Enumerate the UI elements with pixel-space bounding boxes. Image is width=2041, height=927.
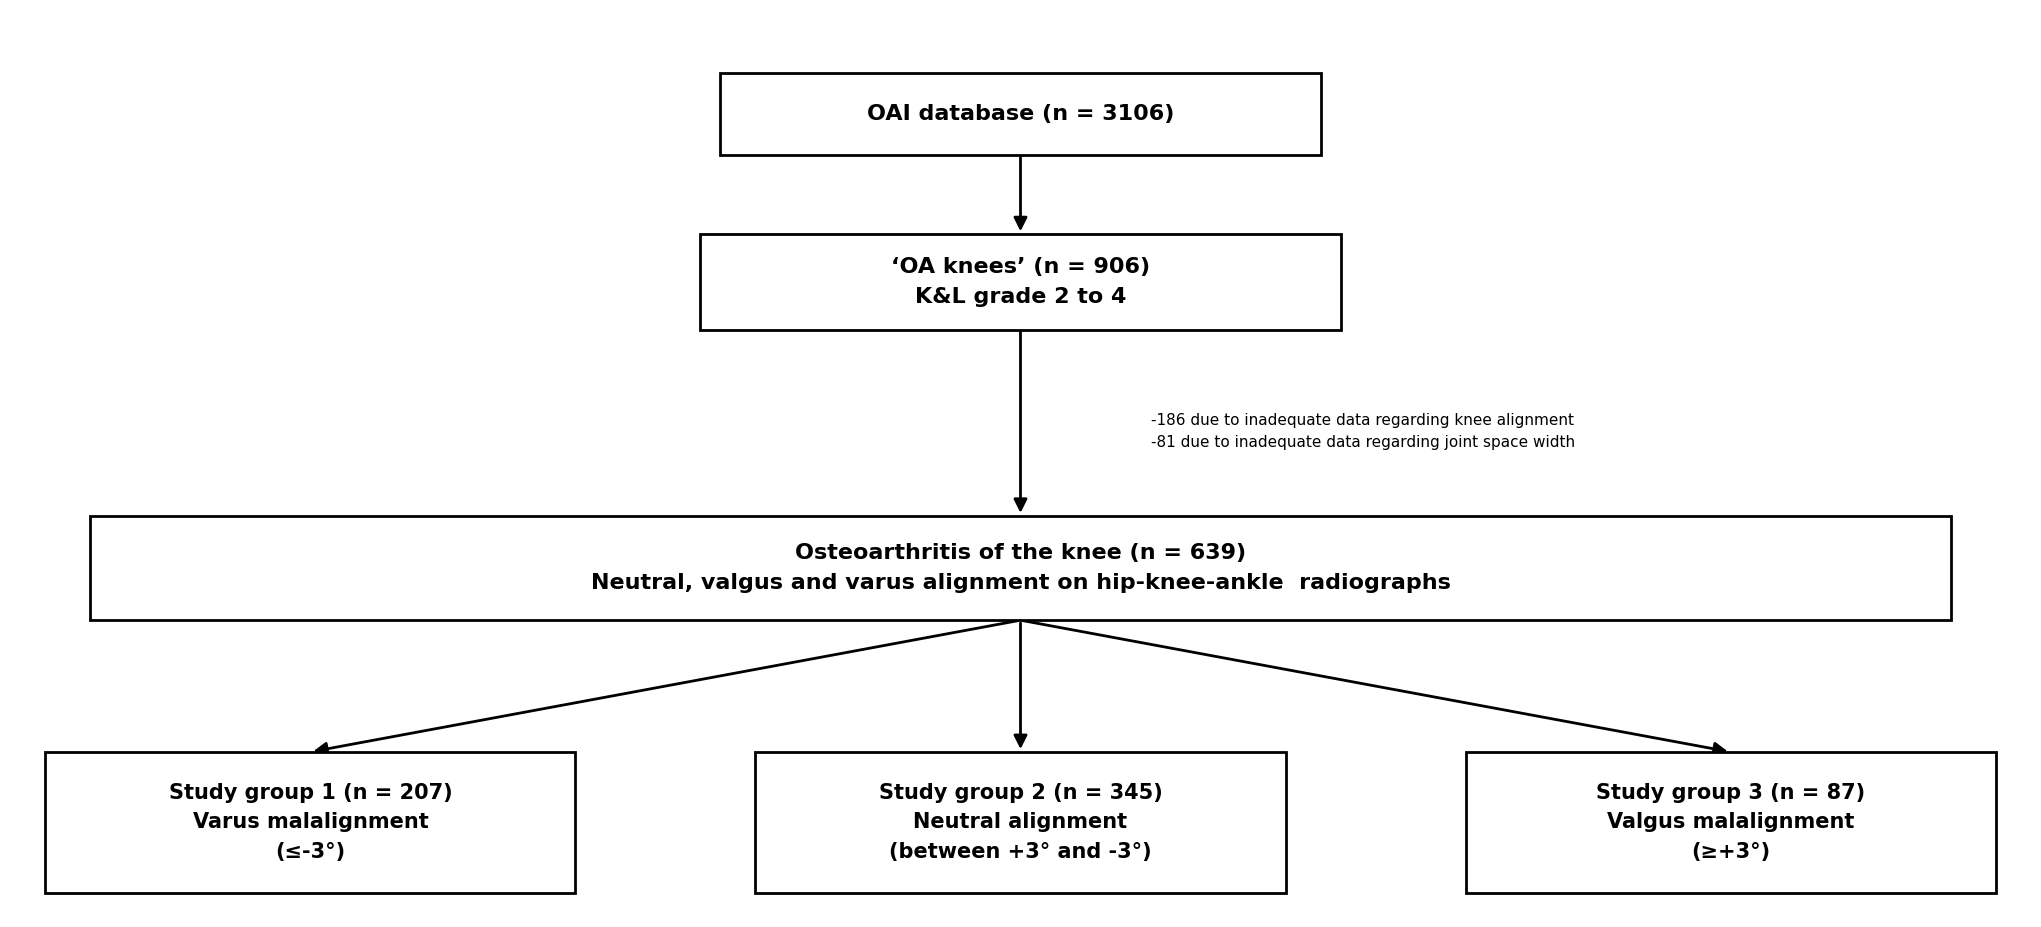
Text: OAI database (n = 3106): OAI database (n = 3106) — [867, 104, 1174, 123]
FancyBboxPatch shape — [755, 752, 1286, 893]
Text: ‘OA knees’ (n = 906)
K&L grade 2 to 4: ‘OA knees’ (n = 906) K&L grade 2 to 4 — [892, 257, 1149, 307]
Text: Study group 2 (n = 345)
Neutral alignment
(between +3° and -3°): Study group 2 (n = 345) Neutral alignmen… — [878, 782, 1163, 862]
FancyBboxPatch shape — [700, 235, 1341, 329]
FancyBboxPatch shape — [90, 515, 1951, 620]
Text: Osteoarthritis of the knee (n = 639)
Neutral, valgus and varus alignment on hip-: Osteoarthritis of the knee (n = 639) Neu… — [590, 543, 1451, 592]
FancyBboxPatch shape — [720, 73, 1321, 155]
FancyBboxPatch shape — [45, 752, 576, 893]
Text: Study group 3 (n = 87)
Valgus malalignment
(≥+3°): Study group 3 (n = 87) Valgus malalignme… — [1596, 782, 1865, 862]
Text: Study group 1 (n = 207)
Varus malalignment
(≤-3°): Study group 1 (n = 207) Varus malalignme… — [169, 782, 453, 862]
Text: -186 due to inadequate data regarding knee alignment
-81 due to inadequate data : -186 due to inadequate data regarding kn… — [1151, 413, 1576, 451]
FancyBboxPatch shape — [1465, 752, 1996, 893]
